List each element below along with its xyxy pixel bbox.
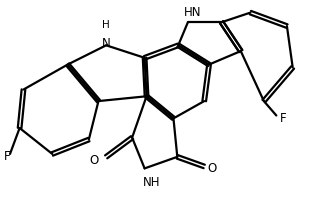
Text: N: N xyxy=(102,37,111,50)
Text: F: F xyxy=(280,112,286,125)
Text: O: O xyxy=(207,162,217,175)
Text: H: H xyxy=(102,20,110,30)
Text: O: O xyxy=(89,154,98,167)
Text: NH: NH xyxy=(143,176,160,189)
Text: F: F xyxy=(4,150,11,163)
Text: HN: HN xyxy=(184,6,202,19)
